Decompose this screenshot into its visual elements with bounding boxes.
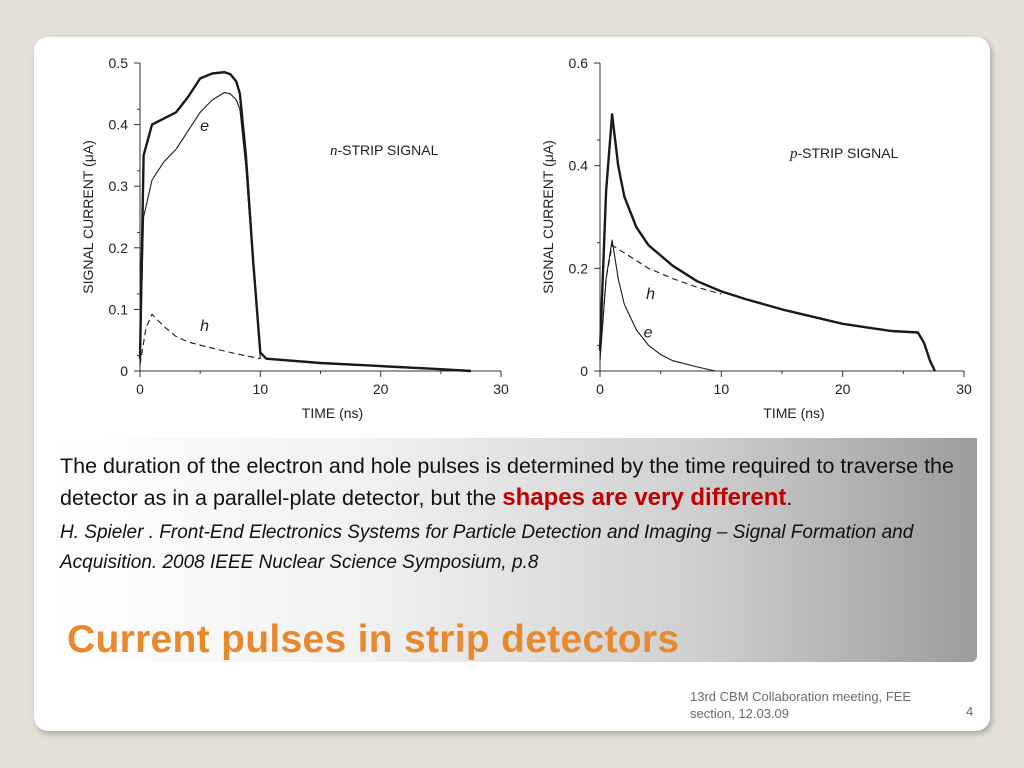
n-strip-x-tick-label: 10 — [253, 381, 269, 397]
n-strip-y-tick-label: 0 — [120, 363, 128, 379]
p-strip-x-axis-label: TIME (ns) — [763, 405, 824, 421]
description-part1: The duration of the electron and hole pu… — [60, 454, 954, 510]
p-strip-series-e — [599, 239, 716, 372]
n-strip-annotation-prefix: n — [330, 143, 338, 159]
description-text: The duration of the electron and hole pu… — [60, 450, 963, 514]
p-strip-series-label-h: h — [646, 286, 655, 303]
n-strip-x-axis-label: TIME (ns) — [302, 405, 363, 421]
p-strip-y-tick-label: 0.6 — [569, 55, 589, 71]
p-strip-signal-chart: 0 0.2 0.4 0.6 0 10 20 30 TIME (ns) SIGNAL CURRENT… — [520, 45, 990, 435]
p-strip-x-tick-label: 10 — [714, 381, 730, 397]
p-strip-y-tick-label: 0 — [580, 363, 588, 379]
n-strip-y-axis-label: SIGNAL CURRENT (μA) — [80, 140, 96, 294]
n-strip-series-h — [139, 313, 261, 365]
p-strip-x-tick-label: 0 — [596, 381, 604, 397]
n-strip-annotation-suffix: -STRIP SIGNAL — [338, 142, 439, 158]
n-strip-x-tick-label: 30 — [493, 381, 509, 397]
n-strip-y-tick-label: 0.3 — [109, 178, 129, 194]
p-strip-y-axis-label: SIGNAL CURRENT (μA) — [540, 140, 556, 294]
n-strip-series-label-h: h — [200, 318, 209, 335]
p-strip-x-tick-label: 30 — [956, 381, 972, 397]
n-strip-y-tick-label: 0.5 — [109, 55, 129, 71]
n-strip-series-total — [138, 71, 471, 373]
p-strip-x-tick-label: 20 — [835, 381, 851, 397]
n-strip-y-tick-label: 0.2 — [109, 240, 129, 256]
p-strip-chart-svg: 0 0.2 0.4 0.6 0 10 20 30 TIME (ns) SIGNAL CURRENT… — [540, 55, 972, 421]
slide-title: Current pulses in strip detectors — [67, 618, 680, 661]
n-strip-signal-chart: 0 0.1 0.2 0.3 0.4 0.5 0 10 20 30 TIME (ns) SIGNAL C… — [60, 45, 528, 435]
n-strip-y-tick-label: 0.4 — [109, 117, 129, 133]
n-strip-y-tick-label: 0.1 — [109, 301, 129, 317]
p-strip-series-h — [599, 244, 722, 356]
p-strip-y-tick-label: 0.2 — [569, 260, 589, 276]
description-box: The duration of the electron and hole pu… — [47, 438, 977, 662]
description-end: . — [786, 486, 793, 510]
n-strip-series-e — [139, 92, 261, 365]
n-strip-x-tick-label: 0 — [136, 381, 144, 397]
p-strip-y-tick-label: 0.4 — [569, 158, 589, 174]
footer-text: 13rd CBM Collaboration meeting, FEE sect… — [690, 689, 912, 721]
n-strip-series-label-e: e — [200, 118, 209, 135]
p-strip-annotation-prefix: p — [789, 146, 798, 162]
p-strip-annotation-suffix: -STRIP SIGNAL — [798, 145, 899, 161]
n-strip-annotation: n-STRIP SIGNAL — [330, 142, 439, 159]
n-strip-chart-svg: 0 0.1 0.2 0.3 0.4 0.5 0 10 20 30 TIME (ns) SIGNAL C… — [80, 55, 509, 421]
p-strip-series-label-e: e — [644, 325, 653, 342]
citation: H. Spieler . Front-End Electronics Syste… — [60, 522, 914, 573]
description-highlight: shapes are very different — [502, 484, 787, 511]
p-strip-series-total — [598, 113, 936, 372]
p-strip-annotation: p-STRIP SIGNAL — [789, 145, 899, 162]
n-strip-x-tick-label: 20 — [373, 381, 389, 397]
page-number: 4 — [966, 704, 974, 719]
